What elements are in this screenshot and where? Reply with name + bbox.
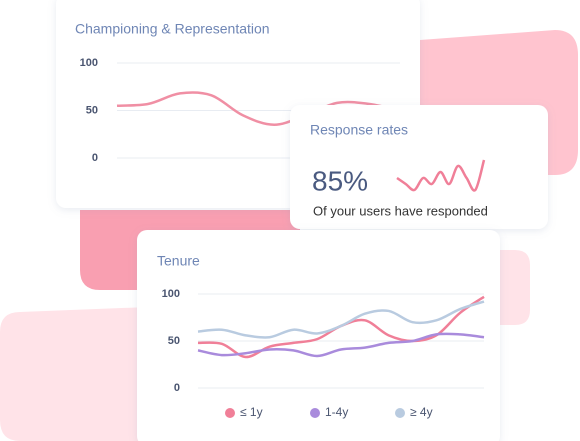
card: Response rates 85% Of your users have re… <box>290 105 548 229</box>
legend-label: ≤ 1y <box>240 405 263 419</box>
card-title: Response rates <box>310 122 408 138</box>
legend-label: ≥ 4y <box>410 405 433 419</box>
y-tick-label: 100 <box>162 288 180 300</box>
legend-marker <box>310 408 320 418</box>
legend-marker <box>395 408 405 418</box>
series-line <box>116 91 401 127</box>
legend-label: 1-4y <box>325 405 348 419</box>
sparkline <box>396 159 486 192</box>
stat-value: 85% <box>312 165 368 196</box>
chart-title: Championing & Representation <box>75 21 270 37</box>
y-tick-label: 0 <box>92 152 98 164</box>
y-tick-label: 50 <box>168 335 180 347</box>
chart-title: Tenure <box>157 253 200 269</box>
y-tick-label: 0 <box>174 382 180 394</box>
series-line <box>197 300 485 339</box>
card-bg <box>290 105 548 229</box>
series-line <box>197 332 485 358</box>
y-tick-label: 100 <box>80 57 98 69</box>
card: Tenure 0 50 100 ≤ 1y 1-4y ≥ 4y <box>137 230 500 441</box>
legend-marker <box>225 408 235 418</box>
stat-caption: Of your users have responded <box>313 203 488 218</box>
y-tick-label: 50 <box>86 104 98 116</box>
